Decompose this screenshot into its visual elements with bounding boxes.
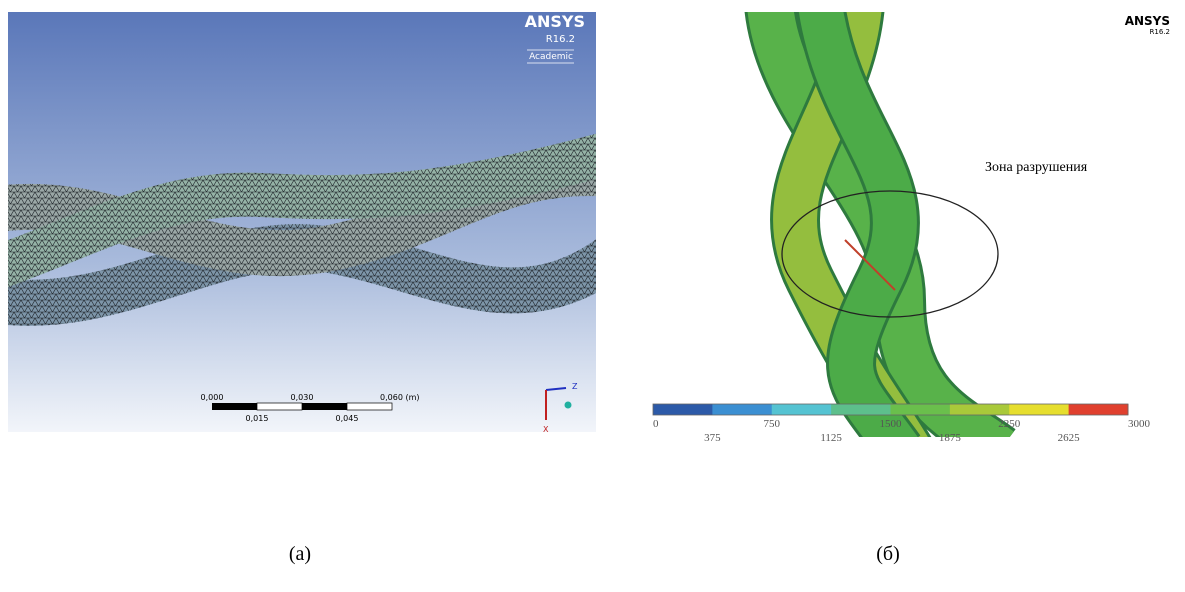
scale-label: 0,015 — [246, 414, 269, 423]
scale-bar — [212, 403, 392, 410]
colorbar-label: 2250 — [998, 418, 1021, 430]
colorbar-segment — [950, 404, 1010, 415]
colorbar-label: 375 — [704, 432, 721, 444]
colorbar-label: 2625 — [1058, 432, 1081, 444]
version: R16.2 — [1150, 28, 1170, 36]
license: Academic — [529, 52, 573, 62]
colorbar-segment — [1009, 404, 1069, 415]
logo: ANSYS — [1125, 14, 1170, 28]
axis-label: X — [543, 425, 549, 434]
colorbar-segment — [891, 404, 951, 415]
colorbar-label: 1125 — [820, 432, 842, 444]
scale-segment — [302, 403, 347, 410]
scale-segment — [347, 403, 392, 410]
colorbar-label: 0 — [653, 418, 659, 430]
caption: (б) — [876, 543, 900, 565]
colorbar-label: 1875 — [939, 432, 962, 444]
scale-label: 0,030 — [291, 393, 314, 402]
figure: ANSYS R16.2 Academic 0,000 0,030 0,060 (… — [0, 0, 1185, 592]
colorbar-segment — [712, 404, 772, 415]
caption: (a) — [289, 543, 311, 565]
colorbar-label: 3000 — [1128, 418, 1151, 430]
scale-segment — [212, 403, 257, 410]
colorbar-label: 750 — [764, 418, 781, 430]
colorbar-segment — [772, 404, 832, 415]
colorbar-label: 1500 — [880, 418, 903, 430]
scale-label: 0,060 (m) — [380, 393, 419, 402]
y-axis-dot — [565, 402, 572, 409]
colorbar-segment — [1069, 404, 1129, 415]
annotation: Зона разрушения — [985, 160, 1088, 175]
colorbar-segment — [831, 404, 891, 415]
colorbar-segment — [653, 404, 713, 415]
scale-segment — [257, 403, 302, 410]
stress-braid — [770, 5, 1000, 450]
scale-label: 0,045 — [336, 414, 359, 423]
scale-label: 0,000 — [201, 393, 224, 402]
axis-label: Z — [572, 382, 578, 391]
version: R16.2 — [546, 34, 575, 45]
logo: ANSYS — [525, 12, 585, 31]
